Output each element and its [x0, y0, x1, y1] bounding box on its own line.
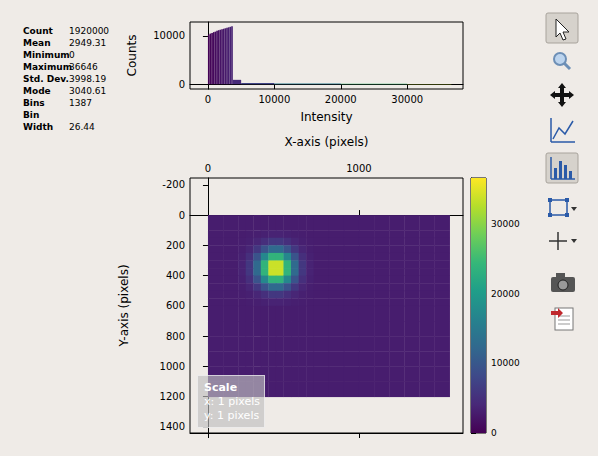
svg-text:0: 0 — [205, 163, 211, 174]
svg-text:10000: 10000 — [491, 358, 520, 368]
svg-text:X-axis (pixels): X-axis (pixels) — [285, 135, 369, 149]
html-text:2949.31: 2949.31 — [69, 38, 107, 48]
svg-text:20000: 20000 — [491, 289, 520, 299]
svg-text:400: 400 — [166, 270, 185, 281]
svg-text:30000: 30000 — [491, 219, 520, 229]
svg-text:10000: 10000 — [153, 30, 185, 41]
html-text:3040.61: 3040.61 — [69, 86, 107, 96]
html-text:Count: Count — [23, 26, 53, 36]
html-text:26.44: 26.44 — [69, 122, 95, 132]
html-text:Std. Dev. 3998.19: Std. Dev. 3998.19 — [23, 74, 107, 84]
svg-text:1400: 1400 — [160, 421, 185, 432]
html-text:Bins: Bins — [23, 98, 45, 108]
html-text:Scale: Scale — [204, 381, 238, 394]
svg-text:1200: 1200 — [160, 391, 185, 402]
svg-text:200: 200 — [166, 240, 185, 251]
svg-text:0: 0 — [491, 428, 497, 438]
html-text:Bin Width: Bin Width — [23, 110, 54, 132]
svg-text:1000: 1000 — [160, 361, 185, 372]
svg-text:10000: 10000 — [258, 94, 290, 105]
svg-text:1000: 1000 — [346, 163, 371, 174]
svg-text:Counts: Counts — [125, 35, 139, 77]
svg-text:0: 0 — [179, 210, 185, 221]
html-text:Maximum: Maximum — [23, 62, 73, 72]
html-text:1387: 1387 — [69, 98, 92, 108]
svg-text:600: 600 — [166, 300, 185, 311]
html-text:x: 1 pixels: x: 1 pixels — [204, 395, 260, 408]
svg-text:30000: 30000 — [391, 94, 423, 105]
svg-text:0: 0 — [179, 79, 185, 90]
svg-text:Y-axis (pixels): Y-axis (pixels) — [117, 264, 131, 347]
html-text:Mean: Mean — [23, 38, 51, 48]
html-text:Mode: Mode — [23, 86, 51, 96]
svg-text:800: 800 — [166, 331, 185, 342]
html-text:1920000: 1920000 — [69, 26, 110, 36]
html-text:Minimum 0: Minimum 0 — [23, 50, 75, 60]
html-text:36646: 36646 — [69, 62, 98, 72]
svg-text:-200: -200 — [162, 179, 185, 190]
svg-text:Intensity: Intensity — [300, 110, 352, 124]
svg-text:20000: 20000 — [325, 94, 357, 105]
svg-text:0: 0 — [205, 94, 211, 105]
html-text:y: 1 pixels: y: 1 pixels — [204, 409, 260, 422]
